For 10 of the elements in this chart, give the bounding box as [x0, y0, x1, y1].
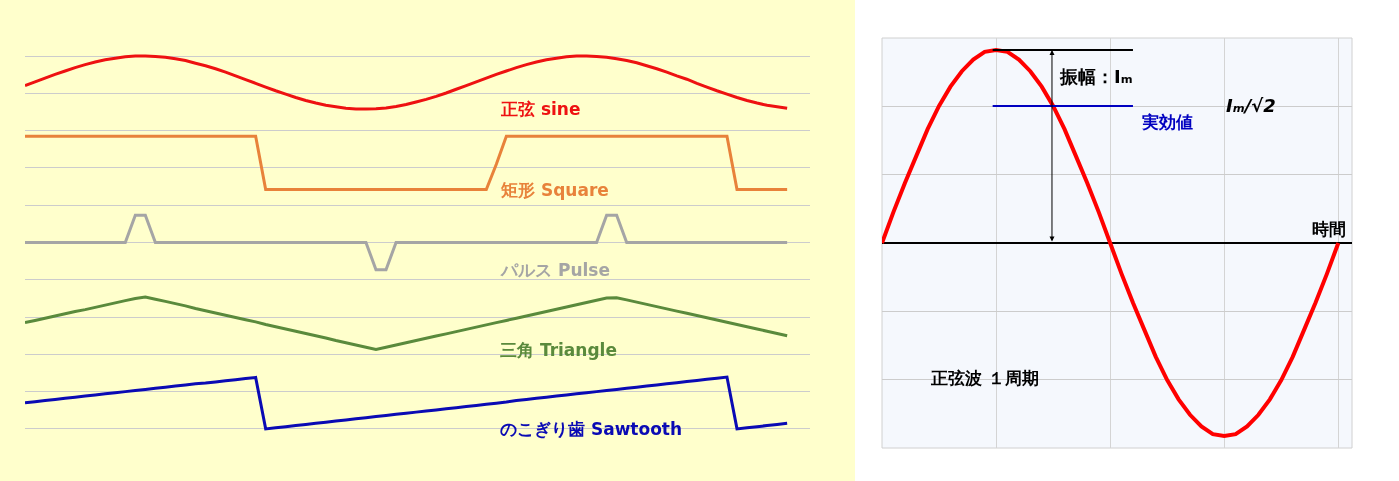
ref-line-label: 実効値 — [1141, 112, 1193, 132]
annotation: 正弦波 １周期 — [930, 368, 1039, 388]
series-label: 矩形 Square — [500, 180, 609, 200]
series-label: 三角 Triangle — [500, 340, 617, 360]
x-axis-title: 時間 — [1312, 219, 1346, 239]
annotation: 振幅：Iₘ — [1059, 66, 1133, 87]
series-label: のこぎり歯 Sawtooth — [500, 419, 683, 439]
series-label: 正弦 sine — [500, 99, 581, 119]
series-label: パルス Pulse — [500, 260, 610, 280]
annotation: Iₘ/√2 — [1226, 95, 1276, 116]
